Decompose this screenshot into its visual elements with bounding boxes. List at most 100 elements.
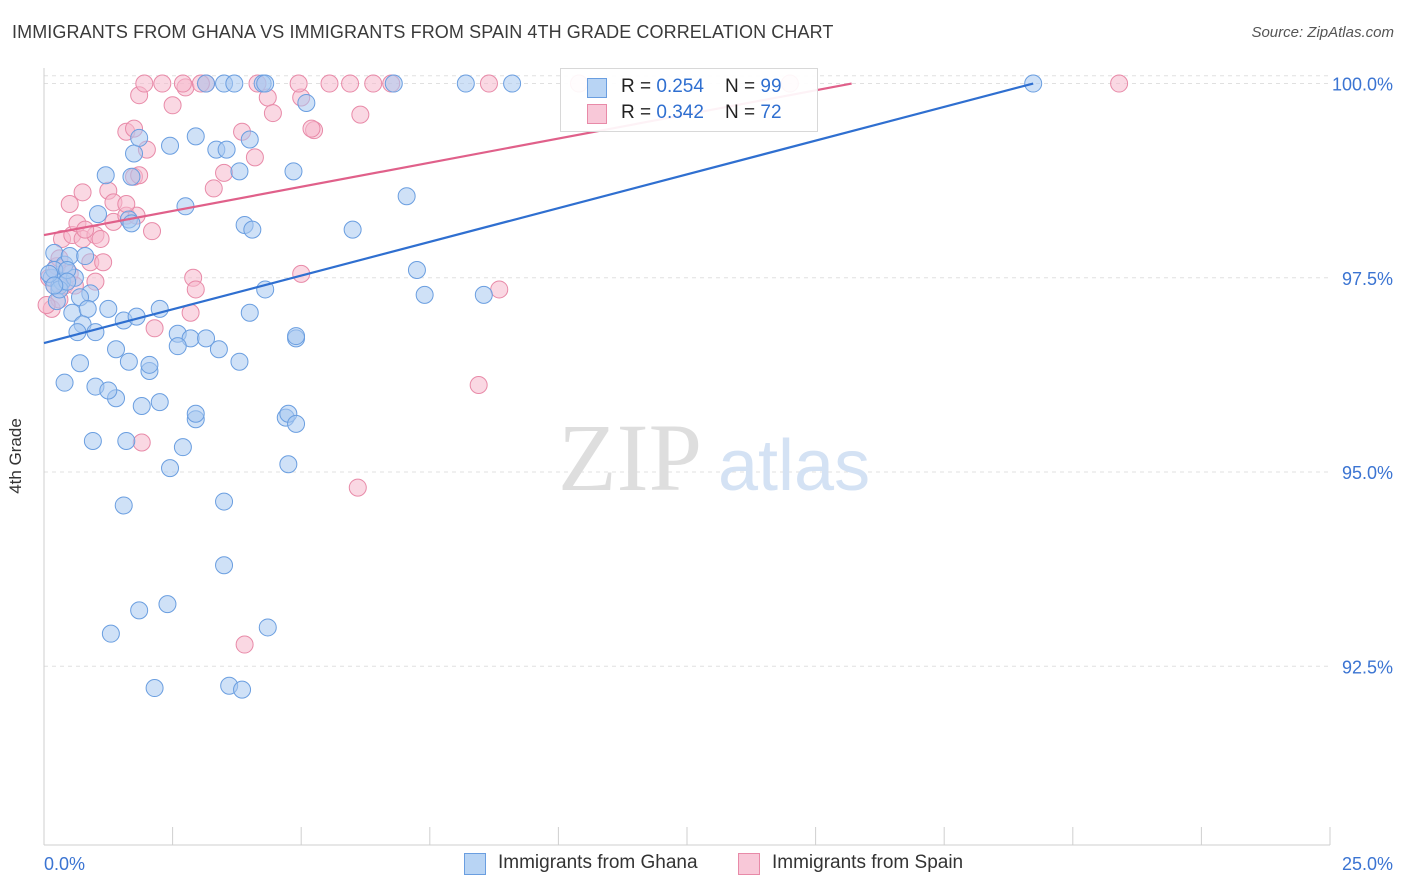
data-point-spain: [490, 280, 509, 299]
data-point-ghana: [197, 329, 216, 348]
data-point-ghana: [397, 187, 416, 206]
r-label: R =: [621, 76, 657, 97]
data-point-ghana: [384, 74, 403, 93]
data-point-ghana: [99, 299, 118, 318]
data-point-ghana: [287, 414, 306, 433]
data-point-spain: [186, 280, 205, 299]
data-point-spain: [263, 104, 282, 123]
data-point-ghana: [158, 595, 177, 614]
data-point-ghana: [243, 220, 262, 239]
data-point-ghana: [161, 459, 180, 478]
n-value: 99: [760, 76, 782, 97]
data-point-ghana: [217, 140, 236, 159]
data-point-ghana: [215, 492, 234, 511]
watermark-atlas: atlas: [718, 426, 870, 506]
data-point-spain: [143, 222, 162, 241]
data-point-ghana: [99, 381, 118, 400]
r-value: 0.342: [656, 102, 704, 123]
data-point-ghana: [150, 393, 169, 412]
data-point-spain: [1110, 74, 1129, 93]
data-point-spain: [348, 478, 367, 497]
data-point-spain: [302, 119, 321, 138]
data-point-ghana: [130, 128, 149, 147]
data-point-ghana: [173, 438, 192, 457]
data-point-spain: [145, 319, 164, 338]
data-point-spain: [94, 253, 113, 272]
data-point-ghana: [258, 618, 277, 637]
data-point-ghana: [215, 556, 234, 575]
spain-swatch: [587, 104, 607, 124]
data-point-ghana: [230, 352, 249, 371]
data-point-spain: [163, 96, 182, 115]
data-point-spain: [245, 148, 264, 167]
n-label: N =: [725, 102, 761, 123]
data-point-ghana: [96, 166, 115, 185]
data-point-ghana: [122, 167, 141, 186]
data-point-ghana: [225, 74, 244, 93]
data-point-ghana: [119, 352, 138, 371]
ghana-legend-swatch: [464, 853, 486, 875]
data-point-spain: [132, 433, 151, 452]
data-point-spain: [289, 74, 308, 93]
data-point-ghana: [474, 285, 493, 304]
data-point-ghana: [230, 162, 249, 181]
ghana-points: [40, 74, 1043, 699]
data-point-ghana: [197, 74, 216, 93]
data-point-ghana: [71, 354, 90, 373]
watermark: ZIP atlas: [558, 404, 870, 511]
r-label: R =: [621, 102, 657, 123]
data-point-ghana: [256, 74, 275, 93]
data-point-ghana: [161, 136, 180, 155]
data-point-spain: [173, 74, 192, 93]
data-point-ghana: [145, 679, 164, 698]
chart-title: IMMIGRANTS FROM GHANA VS IMMIGRANTS FROM…: [12, 22, 834, 42]
data-point-ghana: [233, 680, 252, 699]
data-point-ghana: [76, 247, 95, 266]
data-point-ghana: [240, 303, 259, 322]
data-point-spain: [351, 105, 370, 124]
ghana-swatch: [587, 78, 607, 98]
data-point-ghana: [279, 455, 298, 474]
axes: [43, 68, 1331, 846]
series-legend: Immigrants from Ghana Immigrants from Sp…: [0, 852, 1406, 876]
data-point-ghana: [78, 299, 97, 318]
data-point-ghana: [297, 93, 316, 112]
data-point-ghana: [503, 74, 522, 93]
data-point-ghana: [132, 396, 151, 415]
data-point-spain: [135, 74, 154, 93]
data-point-spain: [364, 74, 383, 93]
data-point-spain: [235, 635, 254, 654]
data-point-ghana: [117, 431, 136, 450]
data-point-ghana: [186, 127, 205, 146]
spain-legend-swatch: [738, 853, 760, 875]
data-point-spain: [479, 74, 498, 93]
y-tick-label: 97.5%: [1342, 269, 1393, 289]
n-label: N =: [725, 76, 761, 97]
data-point-ghana: [240, 130, 259, 149]
data-point-ghana: [55, 373, 74, 392]
data-point-ghana: [287, 327, 306, 346]
source-label: Source: ZipAtlas.com: [1251, 24, 1394, 41]
n-value: 72: [760, 102, 782, 123]
tick-labels: 92.5% 95.0% 97.5% 100.0% 0.0% 25.0%: [44, 75, 1393, 874]
data-point-spain: [341, 74, 360, 93]
data-point-ghana: [89, 205, 108, 224]
data-point-ghana: [45, 276, 64, 295]
legend-label-spain: Immigrants from Spain: [772, 852, 964, 873]
data-point-spain: [91, 229, 110, 248]
y-tick-label: 100.0%: [1332, 75, 1393, 95]
data-point-ghana: [415, 285, 434, 304]
data-point-spain: [215, 163, 234, 182]
data-point-ghana: [168, 337, 187, 356]
data-point-ghana: [140, 355, 159, 374]
data-point-spain: [469, 376, 488, 395]
data-point-ghana: [130, 601, 149, 620]
data-point-ghana: [407, 261, 426, 280]
data-point-ghana: [209, 340, 228, 359]
data-point-ghana: [83, 431, 102, 450]
stats-legend: R = 0.254 N = 99 R = 0.342 N = 72: [560, 68, 818, 132]
y-tick-label: 92.5%: [1342, 657, 1393, 677]
data-point-ghana: [101, 624, 120, 643]
legend-label-ghana: Immigrants from Ghana: [498, 852, 698, 873]
data-point-spain: [153, 74, 172, 93]
